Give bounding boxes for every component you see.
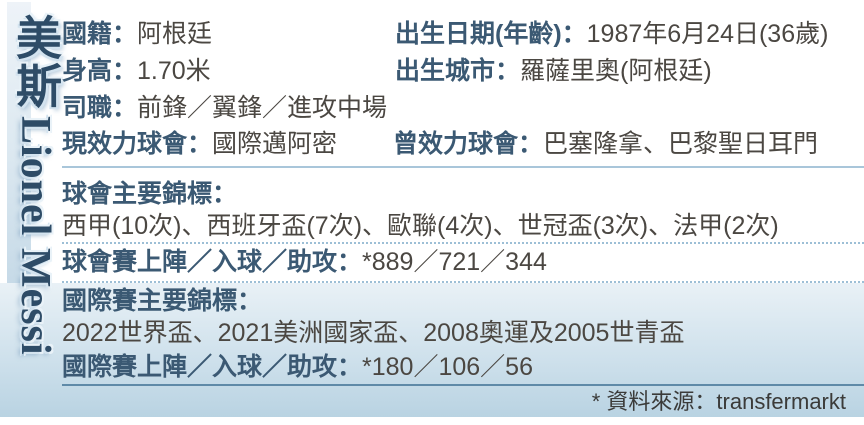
club-stats-label: 球會賽上陣／入球／助攻： (62, 248, 363, 276)
row-nationality-birthdate: 國籍：阿根廷 出生日期(年齡)：1987年6月24日(36歲) (62, 19, 862, 49)
international-section-background (0, 283, 864, 417)
club-stats-value: *889／721／344 (362, 248, 547, 276)
row-international-honours-list: 2022世界盃、2021美洲國家盃、2008奧運及2005世青盃 (62, 318, 862, 348)
divider-profile-club (62, 166, 864, 168)
club-honours-value: 西甲(10次)、西班牙盃(7次)、歐聯(4次)、世冠盃(3次)、法甲(2次) (62, 212, 779, 240)
player-name-vertical: 美斯 Lionel Messi (2, 14, 68, 418)
divider-footer (62, 384, 864, 386)
birthplace-label: 出生城市： (395, 57, 521, 85)
row-international-honours-title: 國際賽主要錦標： (62, 286, 862, 316)
position-value: 前鋒／翼鋒／進攻中場 (137, 94, 388, 122)
divider-dotted-international (62, 281, 864, 283)
divider-dotted-club-stats (62, 242, 864, 244)
row-position: 司職：前鋒／翼鋒／進攻中場 (62, 93, 862, 123)
birthdate-field: 出生日期(年齡)：1987年6月24日(36歲) (395, 19, 828, 49)
international-stats-label: 國際賽上陣／入球／助攻： (62, 353, 363, 381)
row-club-stats: 球會賽上陣／入球／助攻：*889／721／344 (62, 247, 862, 277)
height-value: 1.70米 (137, 57, 211, 85)
international-honours-value: 2022世界盃、2021美洲國家盃、2008奧運及2005世青盃 (62, 319, 685, 347)
birthdate-label: 出生日期(年齡)： (395, 20, 587, 48)
current-club-value: 國際邁阿密 (212, 130, 338, 158)
birthdate-value: 1987年6月24日(36歲) (586, 20, 829, 48)
row-international-stats: 國際賽上陣／入球／助攻：*180／106／56 (62, 352, 862, 382)
row-height-birthplace: 身高：1.70米 出生城市：羅薩里奧(阿根廷) (62, 56, 862, 86)
nationality-label: 國籍： (62, 20, 138, 48)
nationality-value: 阿根廷 (137, 20, 213, 48)
former-club-value: 巴塞隆拿、巴黎聖日耳門 (543, 130, 819, 158)
position-label: 司職： (62, 94, 138, 122)
birthplace-field: 出生城市：羅薩里奧(阿根廷) (395, 56, 712, 86)
former-club-field: 曾效力球會：巴塞隆拿、巴黎聖日耳門 (393, 129, 818, 159)
birthplace-value: 羅薩里奧(阿根廷) (520, 57, 712, 85)
height-label: 身高： (62, 57, 138, 85)
row-club-honours-list: 西甲(10次)、西班牙盃(7次)、歐聯(4次)、世冠盃(3次)、法甲(2次) (62, 211, 862, 241)
player-name-english: Lionel Messi (12, 116, 58, 356)
data-source-credit: * 資料來源：transfermarkt (591, 389, 846, 414)
player-name-chinese: 美斯 (10, 14, 61, 110)
former-club-label: 曾效力球會： (393, 130, 544, 158)
international-honours-label: 國際賽主要錦標： (62, 287, 263, 315)
row-club-honours-title: 球會主要錦標： (62, 179, 862, 209)
row-clubs: 現效力球會：國際邁阿密 曾效力球會：巴塞隆拿、巴黎聖日耳門 (62, 129, 862, 159)
international-stats-value: *180／106／56 (362, 353, 533, 381)
current-club-label: 現效力球會： (62, 130, 213, 158)
club-honours-label: 球會主要錦標： (62, 180, 238, 208)
